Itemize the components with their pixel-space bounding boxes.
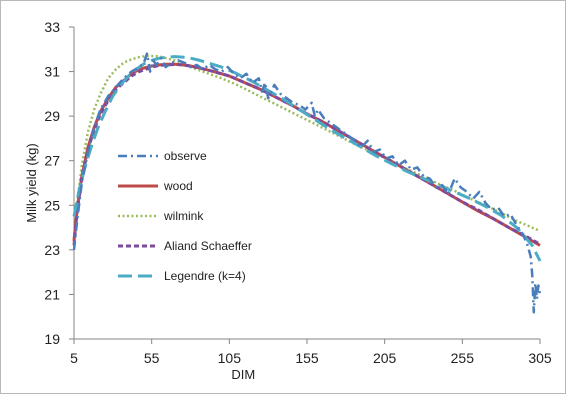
x-axis-title: DIM [231, 367, 255, 382]
y-tick-label: 21 [44, 286, 60, 302]
legend-label: wilmink [163, 209, 204, 223]
x-tick-label: 255 [451, 350, 475, 366]
y-tick-label: 25 [44, 197, 60, 213]
x-tick-label: 105 [218, 350, 242, 366]
legend-label: Legendre (k=4) [164, 269, 246, 283]
y-tick-label: 23 [44, 242, 60, 258]
legend-label: observe [164, 149, 207, 163]
series-line-legendre-k-4 [72, 55, 542, 262]
x-tick-label: 55 [144, 350, 160, 366]
y-axis-ticks: 19 21 23 25 27 29 31 33 [44, 19, 74, 347]
x-tick-label: 205 [373, 350, 397, 366]
x-tick-label: 5 [70, 350, 78, 366]
series-line-wilmink [72, 54, 541, 239]
legend: observe wood wilmink Aliand Schaeffer Legend… [118, 149, 252, 283]
legend-label: Aliand Schaeffer [164, 239, 252, 253]
y-tick-label: 27 [44, 153, 60, 169]
y-tick-label: 29 [44, 108, 60, 124]
series-line-aliand-schaeffer [72, 62, 541, 246]
legend-label: wood [163, 179, 193, 193]
series-layer [72, 52, 542, 314]
y-tick-label: 33 [44, 19, 60, 35]
y-tick-label: 31 [44, 64, 60, 80]
series-line-observe [72, 52, 542, 314]
y-tick-label: 19 [44, 331, 60, 347]
x-axis-ticks: 5 55 105 155 205 255 305 [70, 339, 552, 366]
y-axis-title: Milk yield (kg) [24, 143, 39, 222]
x-tick-label: 305 [528, 350, 552, 366]
x-tick-label: 155 [295, 350, 319, 366]
